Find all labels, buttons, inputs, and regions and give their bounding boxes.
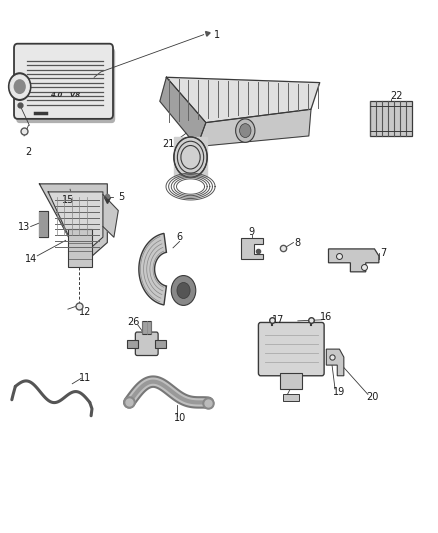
Text: 14: 14 [25, 254, 37, 263]
Bar [127, 340, 138, 348]
Text: 15: 15 [62, 195, 74, 205]
Polygon shape [39, 211, 48, 237]
Circle shape [14, 79, 26, 94]
Text: 2: 2 [25, 147, 32, 157]
Bar [370, 101, 412, 136]
Text: 5: 5 [119, 192, 125, 202]
Text: 8: 8 [295, 238, 301, 247]
Polygon shape [197, 109, 311, 147]
Circle shape [8, 72, 32, 101]
Circle shape [10, 75, 29, 98]
Polygon shape [328, 249, 379, 272]
FancyBboxPatch shape [14, 44, 113, 119]
Polygon shape [326, 349, 344, 376]
Circle shape [171, 276, 196, 305]
Text: 22: 22 [390, 91, 403, 101]
Bar [142, 321, 151, 334]
Text: 12: 12 [79, 307, 92, 317]
Text: 17: 17 [272, 315, 284, 325]
Polygon shape [160, 77, 206, 147]
Text: 9: 9 [249, 227, 255, 237]
Polygon shape [241, 238, 263, 259]
Polygon shape [166, 77, 320, 123]
Text: 10: 10 [173, 414, 186, 423]
Text: 13: 13 [18, 222, 30, 231]
Circle shape [236, 119, 255, 142]
Text: 6: 6 [177, 232, 183, 242]
Text: 19: 19 [333, 387, 346, 397]
Circle shape [174, 137, 207, 177]
Text: 16: 16 [320, 312, 332, 322]
Polygon shape [174, 137, 207, 177]
Text: 21: 21 [162, 139, 175, 149]
Text: 11: 11 [79, 374, 92, 383]
Bar [155, 340, 166, 348]
Text: 26: 26 [127, 318, 140, 327]
Bar [68, 229, 92, 266]
Text: 4.0   V8: 4.0 V8 [50, 92, 81, 98]
Polygon shape [39, 184, 107, 264]
Text: 7: 7 [380, 248, 386, 258]
FancyBboxPatch shape [258, 322, 324, 376]
Text: 20: 20 [366, 392, 378, 402]
Polygon shape [103, 195, 118, 237]
FancyBboxPatch shape [135, 332, 158, 356]
Text: 18: 18 [290, 376, 302, 386]
Bar [283, 394, 299, 401]
Circle shape [177, 282, 190, 298]
Bar [280, 373, 302, 389]
Text: 1: 1 [214, 30, 220, 39]
Polygon shape [139, 233, 166, 305]
Polygon shape [48, 192, 103, 259]
FancyBboxPatch shape [16, 48, 115, 123]
Circle shape [240, 124, 251, 138]
